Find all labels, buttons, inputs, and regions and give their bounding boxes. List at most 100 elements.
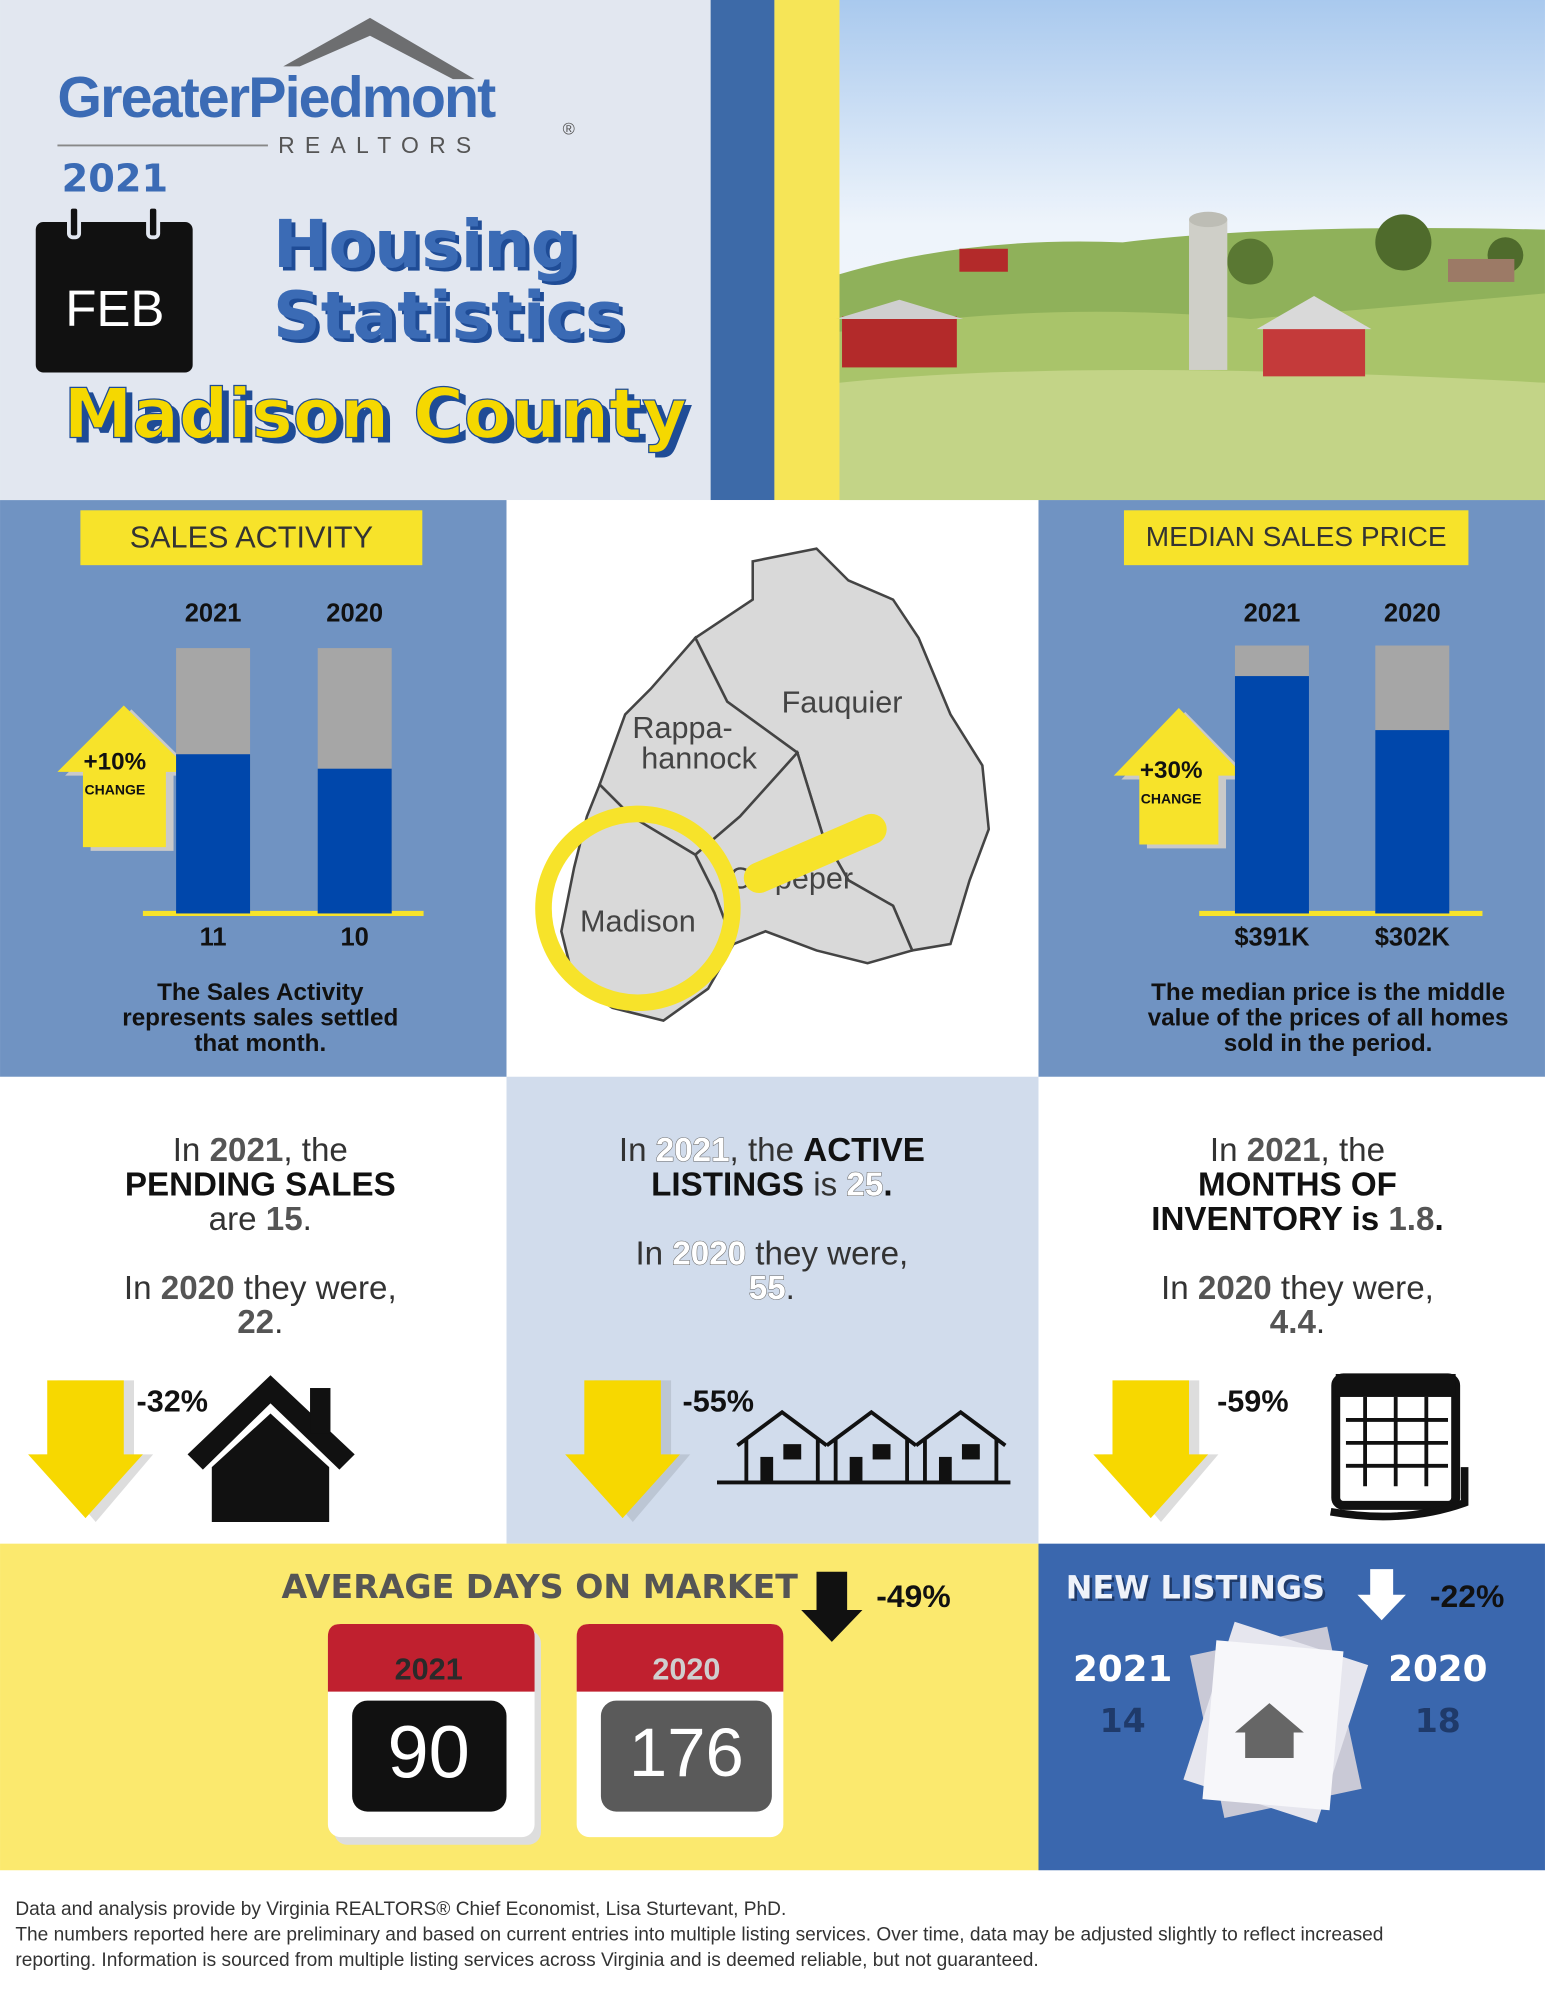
card-segment: , the bbox=[1321, 1132, 1386, 1169]
change: +30% bbox=[1140, 757, 1203, 784]
card-segment: 4.4 bbox=[1270, 1304, 1317, 1341]
title: Statistics bbox=[273, 276, 624, 354]
value-label: 11 bbox=[200, 924, 227, 952]
value-label: $391K bbox=[1234, 924, 1310, 952]
down-arrow bbox=[565, 1380, 681, 1519]
card-segment: . bbox=[786, 1270, 795, 1307]
change: +10% bbox=[84, 748, 147, 775]
change-label: CHANGE bbox=[84, 782, 145, 798]
logo-name: GreaterPiedmont bbox=[57, 66, 496, 130]
bar bbox=[176, 754, 251, 914]
down-arrow bbox=[1093, 1380, 1209, 1519]
up-arrow bbox=[57, 705, 192, 848]
section-title: SALES ACTIVITY bbox=[130, 521, 373, 555]
year: 2020 bbox=[1388, 1649, 1487, 1690]
card-segment: 25 bbox=[846, 1166, 883, 1203]
blue-stripe bbox=[710, 0, 775, 501]
year: 2020 bbox=[1384, 600, 1441, 628]
year: 2021 bbox=[1244, 600, 1301, 628]
change: -22% bbox=[1430, 1578, 1504, 1614]
label-box bbox=[80, 510, 423, 566]
card-segment: MONTHS OF bbox=[1198, 1166, 1397, 1203]
map-label: hannock bbox=[641, 741, 757, 775]
calendar bbox=[35, 221, 193, 373]
bar bbox=[317, 768, 392, 914]
description: that month. bbox=[194, 1030, 326, 1057]
card-segment: INVENTORY is bbox=[1151, 1201, 1388, 1238]
year: 2021 bbox=[185, 600, 242, 628]
value: 176 bbox=[629, 1714, 744, 1791]
up-arrow bbox=[1113, 708, 1244, 845]
change: -59% bbox=[1217, 1384, 1288, 1418]
label-box bbox=[1123, 510, 1469, 566]
description: value of the prices of all homes bbox=[1148, 1005, 1509, 1032]
logo-roof bbox=[283, 17, 475, 80]
map-label: Rappa- bbox=[632, 711, 732, 745]
house-icon bbox=[187, 1375, 355, 1522]
card-segment: they were, bbox=[1272, 1270, 1434, 1307]
magnifier-handle bbox=[743, 813, 887, 894]
value: 90 bbox=[388, 1711, 470, 1794]
year: 2021 bbox=[1073, 1649, 1172, 1690]
county-shadow: Madison County bbox=[70, 380, 693, 460]
year: 2020 bbox=[652, 1652, 720, 1686]
description: The median price is the middle bbox=[1151, 979, 1505, 1006]
card-segment: , the bbox=[730, 1132, 804, 1169]
card-segment: . bbox=[303, 1201, 312, 1238]
day-calendar bbox=[327, 1624, 784, 1845]
card-segment: In bbox=[124, 1270, 161, 1307]
card-segment: 2020 bbox=[1198, 1270, 1272, 1307]
card-segment: 2021 bbox=[656, 1132, 730, 1169]
card-segment: 55 bbox=[749, 1270, 786, 1307]
map-label: Fauquier bbox=[782, 685, 903, 719]
card-segment: 15 bbox=[266, 1201, 303, 1238]
calendar-ring bbox=[67, 204, 82, 240]
change: -55% bbox=[683, 1384, 754, 1418]
year: 2021 bbox=[62, 157, 169, 202]
card-text: In 2020 they were, bbox=[1161, 1270, 1434, 1307]
magnifier bbox=[535, 805, 741, 1012]
houses-icon bbox=[717, 1409, 1011, 1485]
logo-sub: REALTORS bbox=[278, 132, 481, 158]
card-segment: In bbox=[619, 1132, 656, 1169]
title: Housing bbox=[273, 205, 578, 283]
card-segment: PENDING SALES bbox=[125, 1166, 396, 1203]
calendar-icon bbox=[1329, 1373, 1469, 1521]
section-title: AVERAGE DAYS ON MARKET bbox=[281, 1567, 798, 1606]
value-label: $302K bbox=[1375, 924, 1451, 952]
change: -49% bbox=[876, 1578, 950, 1614]
footer-text: The numbers reported here are preliminar… bbox=[15, 1924, 1383, 1945]
down-arrow bbox=[28, 1380, 143, 1519]
card-segment: In bbox=[1161, 1270, 1198, 1307]
card-segment: are bbox=[209, 1201, 266, 1238]
title-shadow: NEW LISTINGS bbox=[1068, 1571, 1327, 1609]
down-arrow bbox=[801, 1571, 863, 1642]
card-segment: is bbox=[804, 1166, 846, 1203]
card-segment: they were, bbox=[746, 1235, 908, 1272]
yellow-stripe bbox=[774, 0, 840, 501]
description: sold in the period. bbox=[1224, 1030, 1433, 1057]
card-segment: 2020 bbox=[161, 1270, 235, 1307]
value-label: 10 bbox=[341, 924, 369, 952]
title-shadow: Housing bbox=[277, 209, 582, 287]
value: 18 bbox=[1415, 1701, 1461, 1740]
card-segment: . bbox=[883, 1166, 892, 1203]
bar bbox=[1375, 730, 1450, 914]
card-segment: In bbox=[173, 1132, 210, 1169]
description: represents sales settled bbox=[122, 1005, 398, 1032]
card-segment: LISTINGS bbox=[651, 1166, 804, 1203]
year: 2020 bbox=[326, 600, 383, 628]
card-segment: In bbox=[1210, 1132, 1247, 1169]
card-text: 4.4. bbox=[1270, 1304, 1325, 1341]
value: 14 bbox=[1100, 1701, 1146, 1740]
card-segment: ACTIVE bbox=[803, 1132, 925, 1169]
card-segment: . bbox=[274, 1304, 283, 1341]
card-text: are 15. bbox=[209, 1201, 312, 1238]
card-text: In 2021, the bbox=[173, 1132, 348, 1169]
down-arrow bbox=[1357, 1569, 1406, 1621]
card-text: PENDING SALES bbox=[125, 1166, 396, 1203]
card-text: LISTINGS is 25. bbox=[651, 1166, 892, 1203]
card-segment: 1.8 bbox=[1388, 1201, 1434, 1238]
card-segment: they were, bbox=[235, 1270, 397, 1307]
